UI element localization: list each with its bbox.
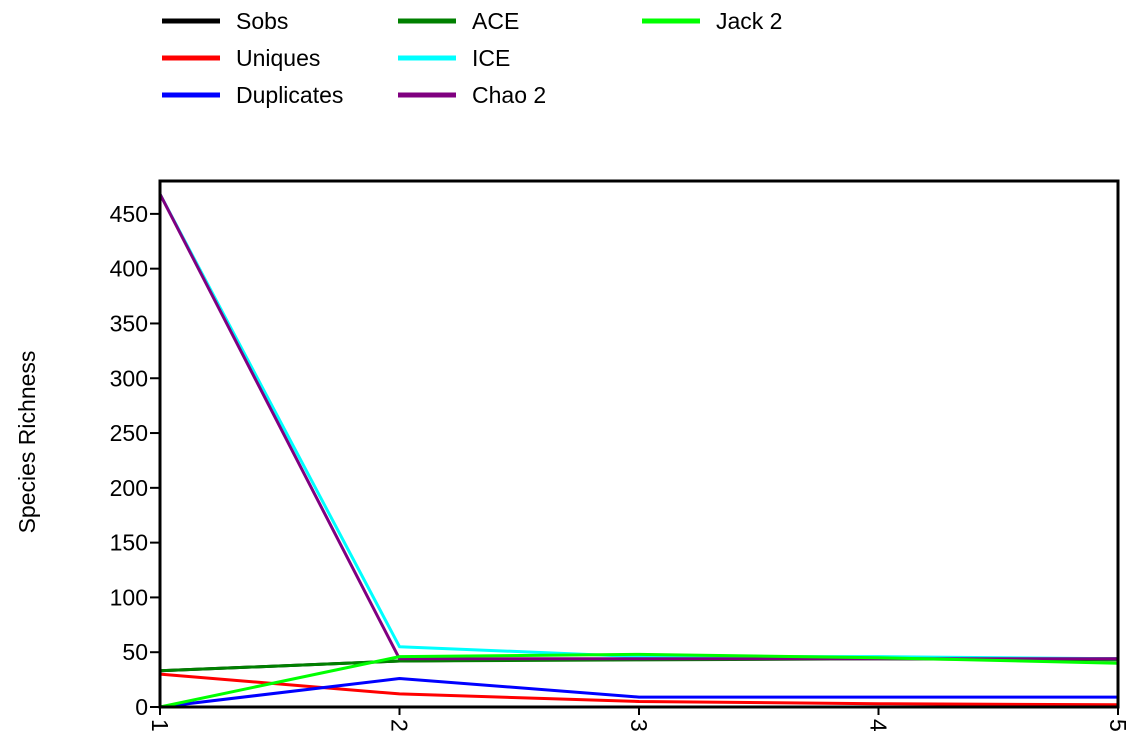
y-axis: 0 50 100 150 200 250 300 350 400 450 <box>110 201 160 720</box>
plot-area <box>158 179 1120 709</box>
y-tick-label-450: 450 <box>110 201 148 227</box>
y-tick-label-150: 150 <box>110 530 148 556</box>
y-tick-label-200: 200 <box>110 475 148 501</box>
y-tick-label-400: 400 <box>110 256 148 282</box>
legend-label-duplicates: Duplicates <box>236 82 343 108</box>
legend-label-uniques: Uniques <box>236 45 320 71</box>
plot-lines <box>158 193 1119 709</box>
x-tick-label-4: 4 <box>866 719 892 731</box>
y-tick-label-50: 50 <box>122 639 148 665</box>
legend-label-sobs: Sobs <box>236 8 288 34</box>
x-axis: 1 2 3 4 5 <box>147 707 1131 731</box>
legend-label-chao-2: Chao 2 <box>472 82 546 108</box>
x-tick-label-3: 3 <box>626 719 652 731</box>
y-axis-title: Species Richness <box>14 351 40 534</box>
series-line-jack-2 <box>159 652 1119 709</box>
y-tick-label-350: 350 <box>110 310 148 336</box>
y-tick-label-0: 0 <box>135 694 148 720</box>
y-tick-label-100: 100 <box>110 584 148 610</box>
legend: Sobs Uniques Duplicates ACE ICE Chao 2 Jack 2 <box>162 8 782 108</box>
x-tick-label-1: 1 <box>147 719 173 731</box>
series-line-ice <box>158 193 1119 661</box>
series-line-duplicates <box>159 677 1118 709</box>
x-tick-label-2: 2 <box>387 719 413 731</box>
y-tick-label-250: 250 <box>110 420 148 446</box>
x-tick-label-5: 5 <box>1105 719 1131 731</box>
series-line-chao-2 <box>158 193 1118 661</box>
legend-label-jack-2: Jack 2 <box>716 8 782 34</box>
legend-label-ice: ICE <box>472 45 510 71</box>
legend-label-ace: ACE <box>472 8 519 34</box>
y-tick-label-300: 300 <box>110 365 148 391</box>
